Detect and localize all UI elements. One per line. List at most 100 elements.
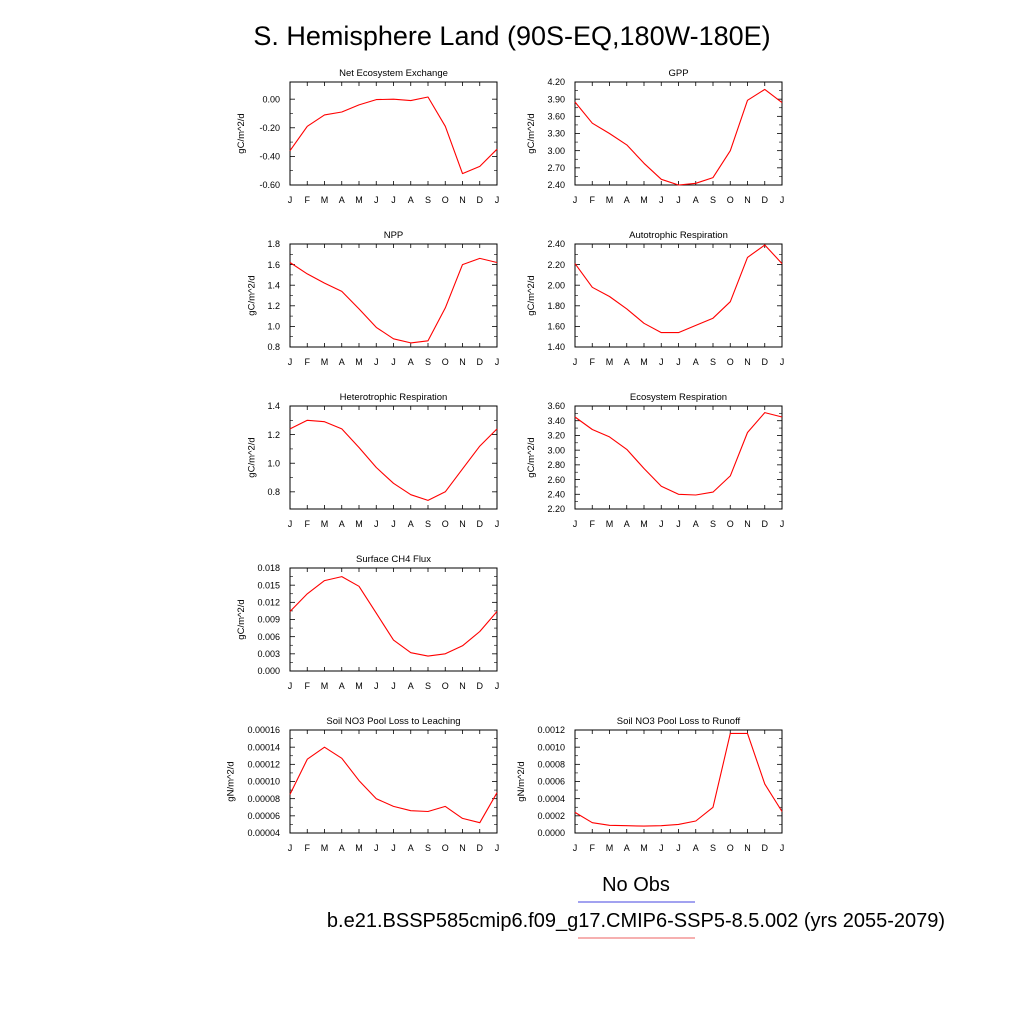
x-tick-label: J (780, 195, 785, 205)
y-tick-label: 0.0008 (537, 760, 565, 770)
x-tick-label: D (477, 843, 484, 853)
y-tick-label: 0.0012 (537, 725, 565, 735)
x-tick-label: N (744, 843, 751, 853)
y-tick-label: 1.0 (267, 322, 280, 332)
x-tick-label: A (693, 195, 699, 205)
x-tick-label: M (640, 843, 648, 853)
x-tick-label: D (762, 195, 769, 205)
x-tick-label: O (442, 681, 449, 691)
x-tick-label: A (339, 195, 345, 205)
y-tick-label: 2.20 (547, 260, 565, 270)
plot-frame (574, 81, 783, 186)
y-tick-label: 0.00016 (247, 725, 280, 735)
x-tick-label: N (459, 843, 466, 853)
x-tick-label: J (659, 519, 664, 529)
x-tick-label: F (305, 681, 311, 691)
x-tick-label: J (288, 843, 293, 853)
x-tick-label: A (339, 843, 345, 853)
x-tick-label: A (408, 195, 414, 205)
y-tick-label: 3.40 (547, 416, 565, 426)
x-tick-label: F (590, 519, 596, 529)
x-tick-label: J (391, 681, 396, 691)
x-tick-label: A (693, 519, 699, 529)
x-tick-label: N (459, 357, 466, 367)
x-tick-label: M (640, 519, 648, 529)
x-tick-label: A (624, 519, 630, 529)
x-tick-label: M (321, 357, 329, 367)
x-tick-label: N (744, 195, 751, 205)
x-tick-label: F (305, 843, 311, 853)
x-tick-label: O (727, 519, 734, 529)
x-tick-label: J (391, 195, 396, 205)
y-tick-label: 0.0006 (537, 777, 565, 787)
y-tick-label: -0.60 (259, 180, 280, 190)
x-tick-label: M (321, 195, 329, 205)
x-tick-label: M (640, 357, 648, 367)
x-tick-label: M (355, 681, 363, 691)
y-tick-label: 0.0000 (537, 828, 565, 838)
x-tick-label: J (495, 519, 500, 529)
y-tick-label: 0.000 (257, 666, 280, 676)
x-tick-label: A (339, 681, 345, 691)
x-tick-label: J (495, 195, 500, 205)
y-tick-label: 1.40 (547, 342, 565, 352)
y-tick-label: 2.00 (547, 280, 565, 290)
panel-title: Heterotrophic Respiration (340, 392, 448, 403)
y-tick-label: 1.8 (267, 239, 280, 249)
y-tick-label: 1.4 (267, 280, 280, 290)
x-tick-label: D (762, 843, 769, 853)
x-tick-label: F (305, 195, 311, 205)
plot-frame (289, 243, 498, 348)
x-tick-label: M (355, 357, 363, 367)
x-tick-label: J (391, 843, 396, 853)
x-tick-label: J (676, 195, 681, 205)
y-tick-label: 0.0004 (537, 794, 565, 804)
x-tick-label: F (590, 357, 596, 367)
y-tick-label: 3.20 (547, 431, 565, 441)
panel-title: Surface CH4 Flux (356, 554, 431, 565)
x-tick-label: O (442, 357, 449, 367)
y-axis-label: gC/m^2/d (526, 437, 537, 477)
x-tick-label: J (374, 195, 379, 205)
y-tick-label: 0.00008 (247, 794, 280, 804)
x-tick-label: M (606, 843, 614, 853)
x-tick-label: S (425, 519, 431, 529)
series-line (289, 96, 498, 175)
plot-frame (574, 729, 783, 834)
x-tick-label: F (305, 357, 311, 367)
x-tick-label: S (425, 843, 431, 853)
x-tick-label: S (425, 357, 431, 367)
y-tick-label: 0.012 (257, 598, 280, 608)
series-line (289, 746, 498, 824)
plot-frame (289, 729, 498, 834)
y-tick-label: 0.00004 (247, 828, 280, 838)
x-tick-label: A (624, 357, 630, 367)
y-tick-label: 1.80 (547, 301, 565, 311)
x-tick-label: J (288, 519, 293, 529)
y-tick-label: 0.00 (262, 94, 280, 104)
y-tick-label: 2.70 (547, 163, 565, 173)
x-tick-label: M (321, 519, 329, 529)
x-tick-label: M (606, 195, 614, 205)
x-tick-label: A (408, 843, 414, 853)
x-tick-label: M (355, 519, 363, 529)
x-tick-label: J (391, 519, 396, 529)
x-tick-label: D (477, 195, 484, 205)
x-tick-label: J (676, 843, 681, 853)
y-tick-label: -0.20 (259, 123, 280, 133)
x-tick-label: M (640, 195, 648, 205)
panel-title: Soil NO3 Pool Loss to Leaching (326, 716, 460, 727)
y-axis-label: gC/m^2/d (526, 275, 537, 315)
x-tick-label: A (339, 519, 345, 529)
x-tick-label: J (288, 681, 293, 691)
x-tick-label: M (321, 843, 329, 853)
y-axis-label: gN/m^2/d (516, 761, 527, 801)
x-tick-label: D (762, 357, 769, 367)
x-tick-label: A (693, 843, 699, 853)
y-tick-label: 2.60 (547, 475, 565, 485)
y-tick-label: 1.0 (267, 458, 280, 468)
x-tick-label: O (727, 195, 734, 205)
